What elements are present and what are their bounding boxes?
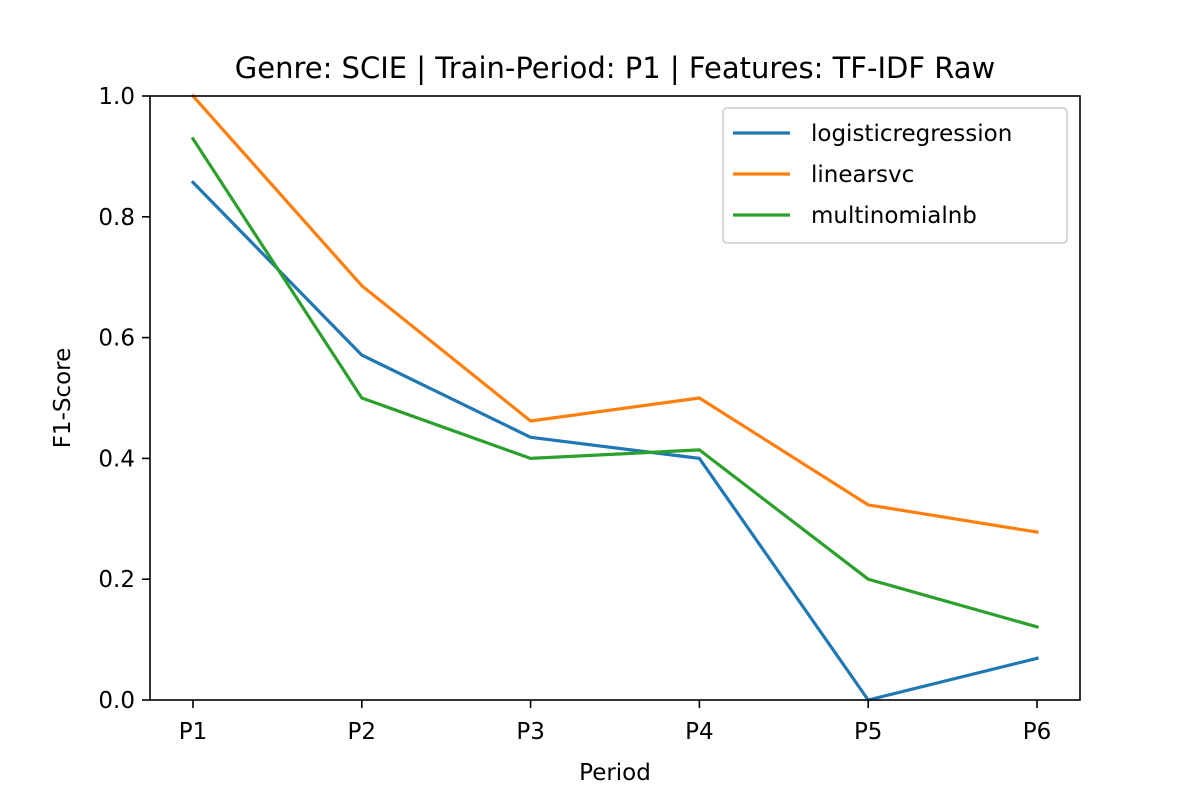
legend-label: linearsvc	[811, 162, 914, 188]
x-tick-label: P3	[516, 719, 545, 745]
x-tick-label: P6	[1023, 719, 1052, 745]
y-tick-label: 0.8	[98, 205, 135, 231]
legend-label: multinomialnb	[811, 203, 977, 229]
y-axis: 0.0 0.2 0.4 0.6 0.8 1.0	[98, 84, 150, 714]
x-axis-label: Period	[579, 760, 651, 786]
legend-label: logisticregression	[811, 121, 1012, 147]
y-tick-label: 0.2	[98, 567, 135, 593]
y-tick-label: 1.0	[98, 84, 135, 110]
legend-box	[722, 107, 1068, 244]
y-tick-label: 0.6	[98, 326, 135, 352]
series-line-multinomialnb	[190, 136, 1039, 629]
series-line-linearsvc	[190, 93, 1039, 534]
y-tick-label: 0.0	[98, 688, 135, 714]
chart-title: Genre: SCIE | Train-Period: P1 | Feature…	[235, 51, 996, 85]
series-line-logisticregression	[190, 180, 1039, 702]
y-tick-label: 0.4	[98, 446, 135, 472]
x-tick-label: P2	[348, 719, 377, 745]
x-axis: P1 P2 P3 P4 P5 P6	[179, 700, 1052, 745]
x-tick-label: P5	[854, 719, 883, 745]
x-tick-label: P1	[179, 719, 208, 745]
series-layer	[190, 93, 1039, 702]
plot-area-frame	[149, 95, 1081, 701]
x-tick-label: P4	[685, 719, 714, 745]
y-axis-label: F1-Score	[50, 348, 76, 449]
legend: logisticregression linearsvc multinomialnb	[722, 107, 1068, 244]
